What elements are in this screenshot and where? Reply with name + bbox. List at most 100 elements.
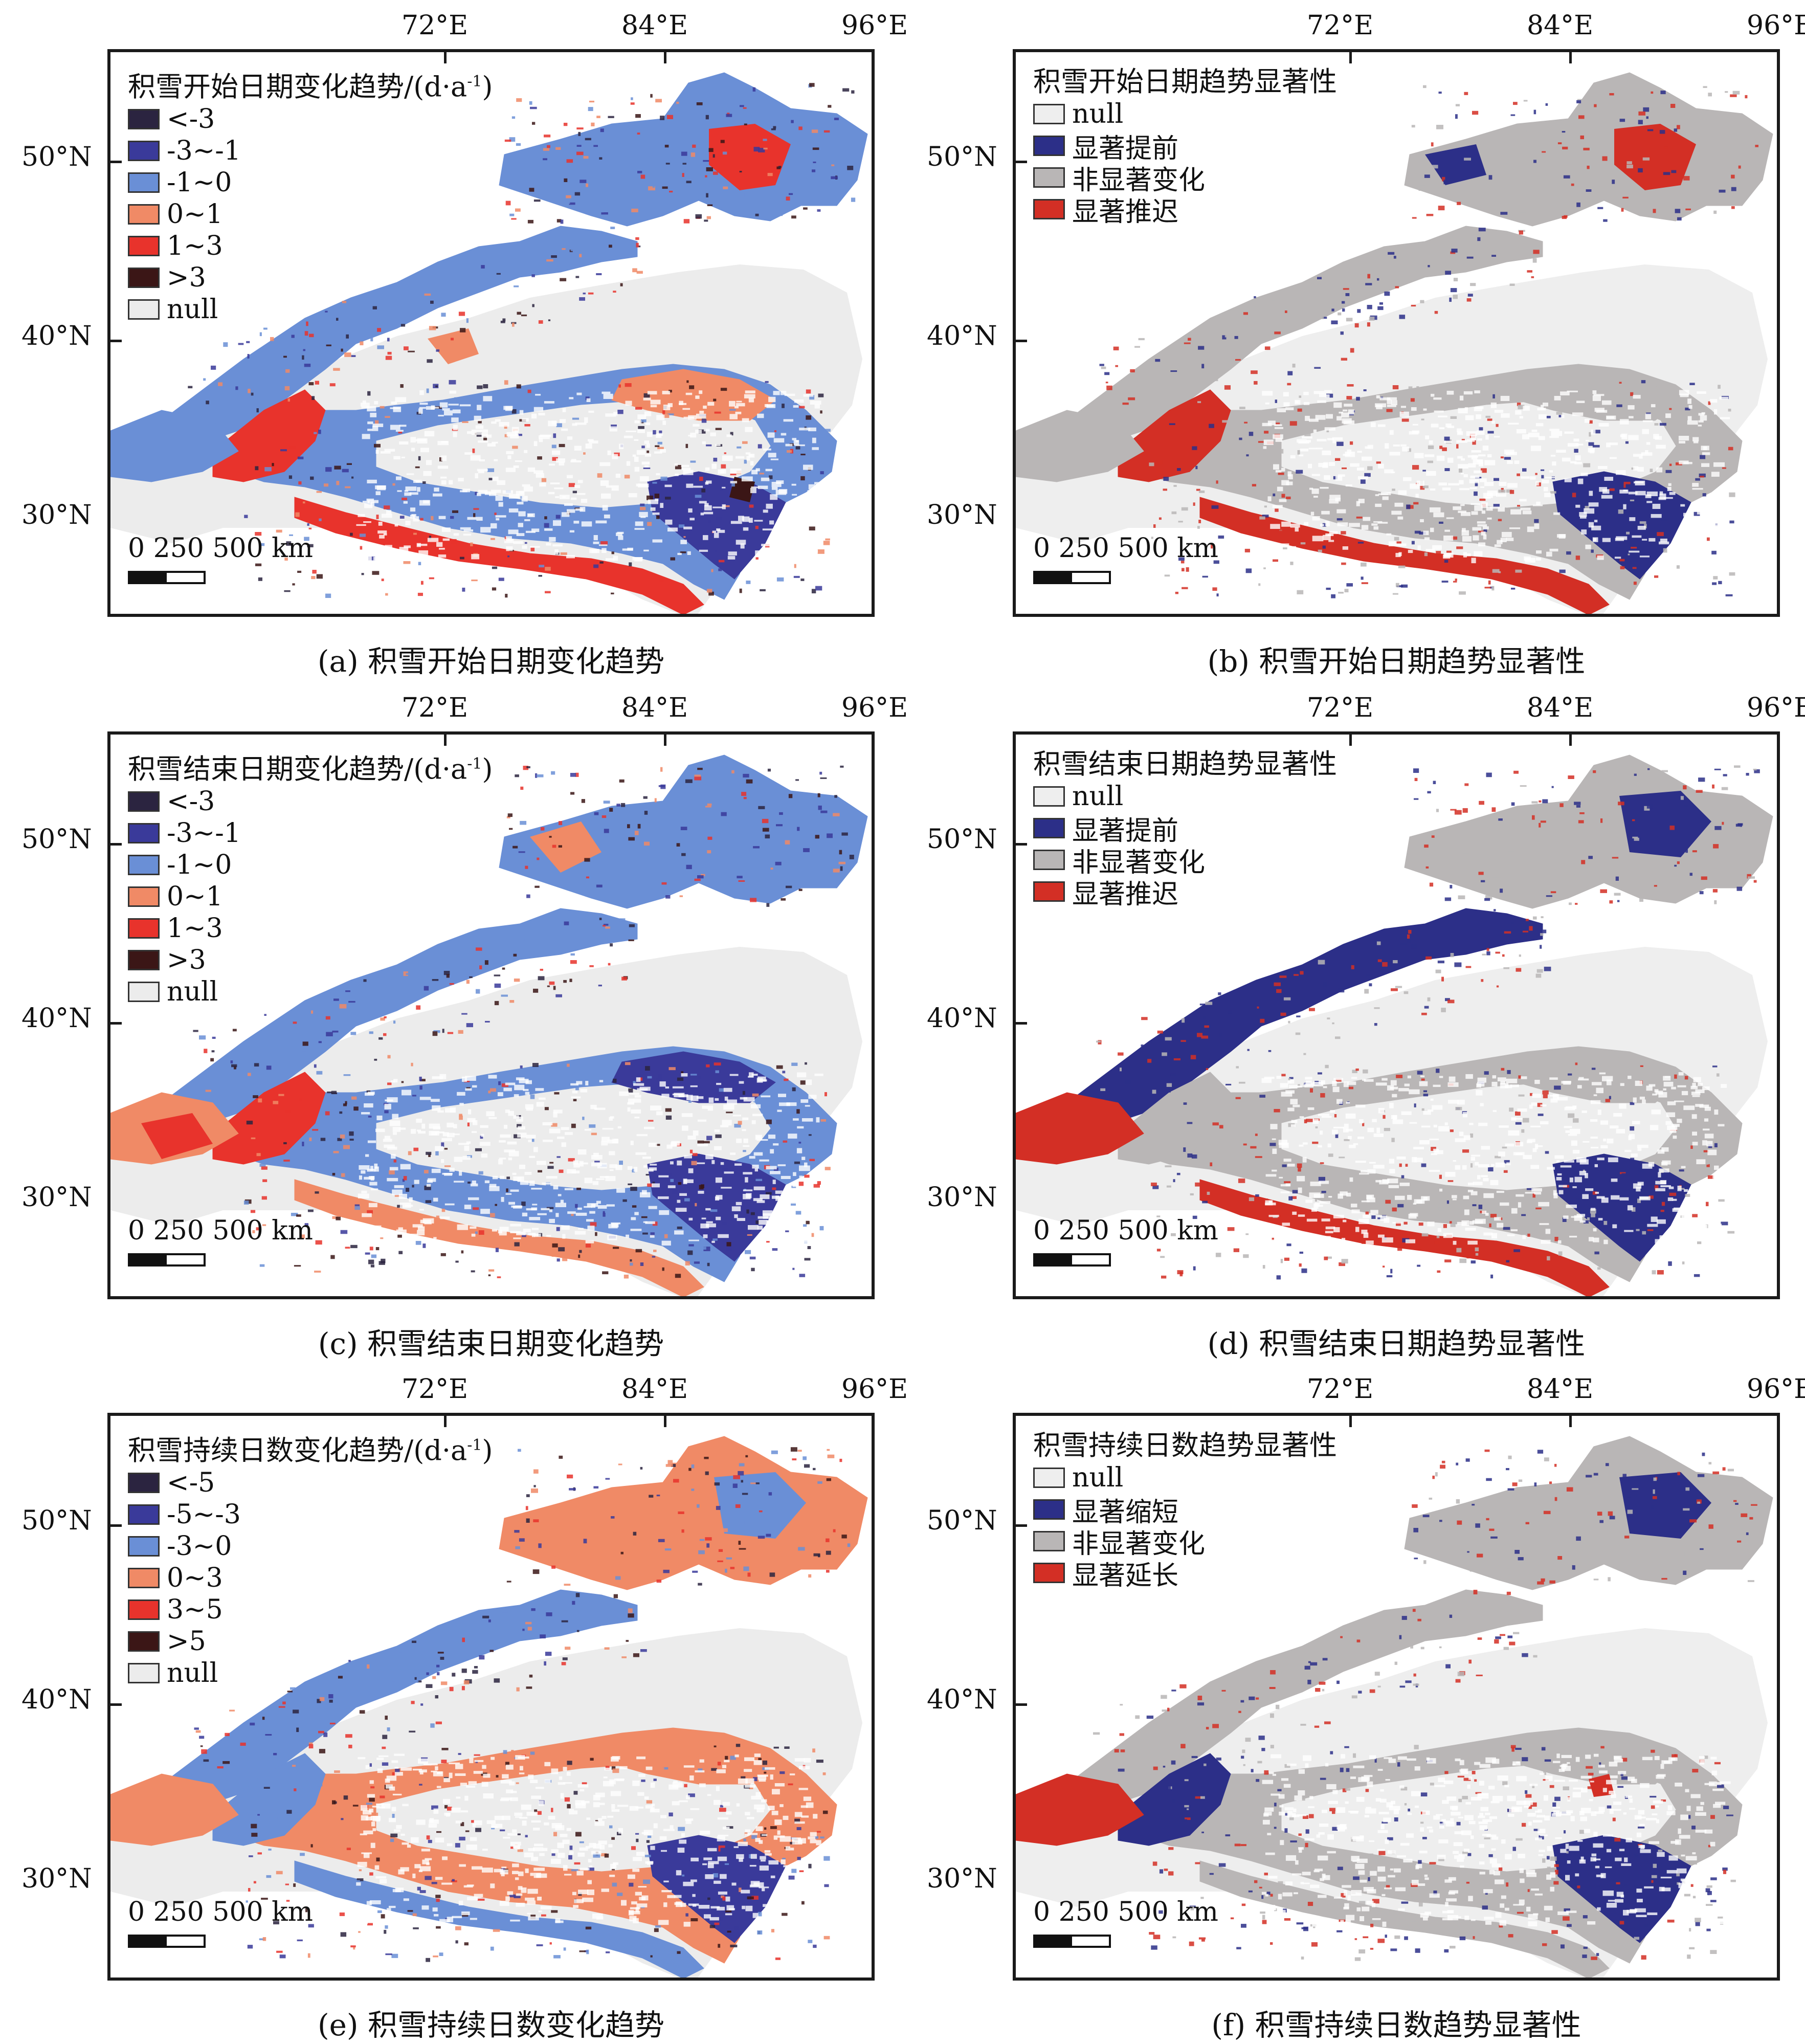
- legend-item: >3: [128, 944, 493, 976]
- latitude-label: 30°N: [21, 1863, 92, 1894]
- legend-item: 显著提前: [1033, 812, 1337, 844]
- latitude-label: 30°N: [927, 1182, 997, 1213]
- panel-caption: (e) 积雪持续日数变化趋势: [107, 2001, 875, 2044]
- map-region-north: [499, 73, 867, 226]
- scale-bar-graphic: [1033, 1253, 1111, 1267]
- legend-swatch: [1033, 1531, 1065, 1551]
- legend-label: null: [167, 1658, 218, 1688]
- legend-swatch: [128, 268, 160, 288]
- legend-item: 显著推迟: [1033, 193, 1337, 225]
- legend-label: -1~0: [167, 167, 232, 198]
- legend-item: 非显著变化: [1033, 844, 1337, 876]
- legend-label: <-3: [167, 786, 215, 817]
- latitude-label: 40°N: [21, 1003, 92, 1034]
- longitude-label: 96°E: [1747, 10, 1805, 41]
- legend-item: <-5: [128, 1467, 493, 1499]
- latitude-label: 30°N: [21, 1182, 92, 1213]
- longitude-label: 72°E: [402, 1374, 468, 1405]
- scale-bar: 0 250 500 km: [1033, 1897, 1218, 1948]
- panel-caption: (a) 积雪开始日期变化趋势: [107, 637, 875, 680]
- latitude-label: 40°N: [21, 321, 92, 351]
- legend-item: 非显著变化: [1033, 162, 1337, 193]
- legend-title: 积雪结束日期变化趋势/(d·a-1): [128, 748, 493, 786]
- scale-bar-graphic: [1033, 1935, 1111, 1948]
- legend-swatch: [128, 1536, 160, 1557]
- legend-swatch: [1033, 881, 1065, 902]
- legend-item: >5: [128, 1626, 493, 1657]
- legend-title: 积雪持续日数变化趋势/(d·a-1): [128, 1429, 493, 1467]
- longitude-label: 72°E: [402, 10, 468, 41]
- legend-item: 显著延长: [1033, 1557, 1337, 1589]
- latitude-label: 30°N: [21, 500, 92, 530]
- legend-title-text: 积雪持续日数趋势显著性: [1033, 1429, 1337, 1461]
- legend-title-exponent: -1: [467, 1436, 482, 1454]
- longitude-label: 72°E: [1307, 10, 1373, 41]
- legend-swatch: [1033, 818, 1065, 838]
- legend-label: null: [1072, 1462, 1123, 1493]
- scale-bar-label: 0 250 500 km: [1033, 1215, 1218, 1246]
- longitude-label: 84°E: [621, 1374, 688, 1405]
- latitude-label: 50°N: [927, 1505, 997, 1536]
- legend-swatch: [128, 1504, 160, 1525]
- latitude-label: 50°N: [21, 1505, 92, 1536]
- latitude-label: 50°N: [21, 142, 92, 172]
- legend-swatch: [128, 204, 160, 225]
- legend-swatch: [128, 1599, 160, 1620]
- legend-swatch: [128, 1663, 160, 1683]
- panel-caption: (b) 积雪开始日期趋势显著性: [1013, 637, 1780, 680]
- latitude-label: 50°N: [927, 142, 997, 172]
- longitude-label: 84°E: [1527, 1374, 1593, 1405]
- legend-item: 显著缩短: [1033, 1494, 1337, 1525]
- scale-bar-graphic: [128, 1935, 206, 1948]
- panel-caption: (d) 积雪结束日期趋势显著性: [1013, 1320, 1780, 1363]
- legend-label: 显著延长: [1072, 1554, 1178, 1592]
- legend-label: null: [1072, 781, 1123, 812]
- scale-bar-graphic: [1033, 571, 1111, 584]
- scale-bar-label: 0 250 500 km: [128, 533, 313, 564]
- legend-item: <-3: [128, 786, 493, 817]
- legend-swatch: [1033, 1563, 1065, 1583]
- latitude-label: 40°N: [927, 321, 997, 351]
- legend-swatch: [128, 886, 160, 907]
- latitude-label: 40°N: [927, 1003, 997, 1034]
- legend-swatch: [128, 1631, 160, 1652]
- legend-swatch: [1033, 167, 1065, 188]
- legend-title: 积雪结束日期趋势显著性: [1033, 748, 1337, 781]
- longitude-label: 84°E: [621, 10, 688, 41]
- legend-label: null: [167, 976, 218, 1007]
- legend-swatch: [1033, 786, 1065, 807]
- scale-bar-label: 0 250 500 km: [1033, 1897, 1218, 1927]
- legend-title: 积雪持续日数趋势显著性: [1033, 1429, 1337, 1462]
- longitude-label: 72°E: [1307, 693, 1373, 723]
- scale-bar-graphic: [128, 1253, 206, 1267]
- legend-title-close: ): [482, 753, 493, 785]
- legend-item: -1~0: [128, 849, 493, 881]
- legend-swatch: [1033, 136, 1065, 156]
- legend-item: null: [128, 1657, 493, 1689]
- latitude-label: 40°N: [21, 1684, 92, 1715]
- scale-bar: 0 250 500 km: [128, 1215, 313, 1267]
- legend-item: null: [1033, 781, 1337, 812]
- longitude-label: 84°E: [621, 693, 688, 723]
- legend-item: 3~5: [128, 1594, 493, 1626]
- map-region-north: [1405, 755, 1773, 908]
- scale-bar: 0 250 500 km: [1033, 533, 1218, 584]
- legend-swatch: [1033, 1499, 1065, 1520]
- legend-label: -3~-1: [167, 136, 241, 166]
- legend-label: -5~-3: [167, 1499, 241, 1530]
- legend-swatch: [128, 172, 160, 193]
- legend-item: >3: [128, 262, 493, 294]
- legend-title-text: 积雪结束日期变化趋势/(d·a: [128, 753, 467, 785]
- legend-swatch: [128, 791, 160, 812]
- legend-title-exponent: -1: [467, 755, 482, 773]
- longitude-label: 96°E: [841, 10, 908, 41]
- scale-bar: 0 250 500 km: [128, 1897, 313, 1948]
- legend-title-close: ): [482, 71, 493, 103]
